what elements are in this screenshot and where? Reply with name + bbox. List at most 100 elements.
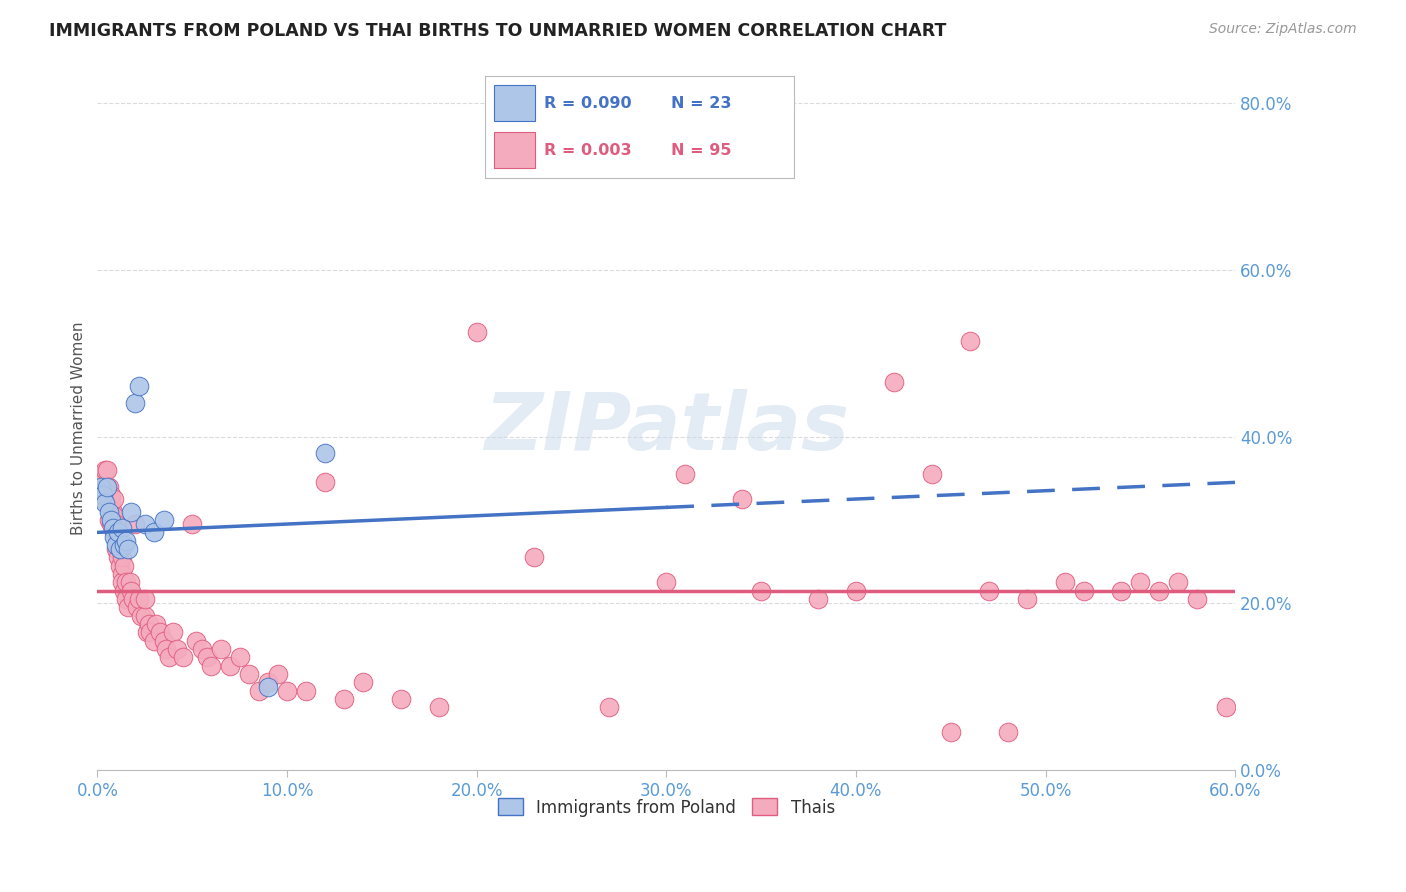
Point	[111, 550, 134, 565]
Point	[195, 650, 218, 665]
Point	[181, 517, 204, 532]
Text: N = 95: N = 95	[671, 143, 731, 158]
Point	[112, 558, 135, 573]
Point	[1187, 592, 1209, 607]
Point	[134, 517, 156, 532]
Point	[117, 542, 139, 557]
Point	[333, 692, 356, 706]
Point	[108, 542, 131, 557]
Point	[114, 592, 136, 607]
Point	[100, 517, 122, 532]
Text: R = 0.090: R = 0.090	[544, 95, 631, 111]
Point	[124, 396, 146, 410]
Point	[200, 658, 222, 673]
Point	[152, 633, 174, 648]
Point	[105, 525, 128, 540]
Point	[103, 525, 125, 540]
Point	[257, 675, 280, 690]
Point	[997, 725, 1019, 739]
Point	[184, 633, 207, 648]
Point	[97, 479, 120, 493]
Point	[90, 475, 112, 490]
Point	[1149, 583, 1171, 598]
Point	[103, 508, 125, 523]
Text: ZIPatlas: ZIPatlas	[484, 389, 849, 467]
Point	[465, 326, 488, 340]
Point	[96, 496, 118, 510]
Point	[128, 379, 150, 393]
Point	[101, 521, 124, 535]
Point	[276, 683, 298, 698]
Point	[121, 504, 143, 518]
Point	[97, 513, 120, 527]
Point	[91, 467, 114, 481]
Point	[977, 583, 1000, 598]
Point	[103, 491, 125, 506]
Point	[247, 683, 270, 698]
Point	[295, 683, 318, 698]
Point	[107, 538, 129, 552]
Point	[673, 467, 696, 481]
Point	[111, 521, 134, 535]
Y-axis label: Births to Unmarried Women: Births to Unmarried Women	[72, 321, 86, 535]
Point	[100, 513, 122, 527]
Point	[352, 675, 374, 690]
Point	[107, 550, 129, 565]
Point	[883, 376, 905, 390]
Point	[127, 600, 149, 615]
Point	[1129, 575, 1152, 590]
Point	[134, 592, 156, 607]
Point	[143, 633, 166, 648]
Bar	[495, 85, 534, 121]
Point	[655, 575, 678, 590]
Point	[114, 575, 136, 590]
Point	[129, 608, 152, 623]
Point	[1053, 575, 1076, 590]
Point	[162, 625, 184, 640]
Point	[807, 592, 830, 607]
Point	[107, 525, 129, 540]
Point	[314, 475, 336, 490]
Text: N = 23: N = 23	[671, 95, 731, 111]
Point	[257, 680, 280, 694]
Text: IMMIGRANTS FROM POLAND VS THAI BIRTHS TO UNMARRIED WOMEN CORRELATION CHART: IMMIGRANTS FROM POLAND VS THAI BIRTHS TO…	[49, 22, 946, 40]
Point	[389, 692, 412, 706]
Point	[112, 538, 135, 552]
Point	[101, 521, 124, 535]
Point	[105, 517, 128, 532]
Point	[111, 575, 134, 590]
Text: Source: ZipAtlas.com: Source: ZipAtlas.com	[1209, 22, 1357, 37]
Point	[101, 504, 124, 518]
Point	[1167, 575, 1189, 590]
Point	[108, 558, 131, 573]
Point	[108, 542, 131, 557]
Point	[209, 642, 232, 657]
Point	[94, 463, 117, 477]
Text: R = 0.003: R = 0.003	[544, 143, 631, 158]
Point	[118, 575, 141, 590]
Point	[94, 496, 117, 510]
Point	[96, 463, 118, 477]
Point	[111, 567, 134, 582]
Point	[238, 667, 260, 681]
Point	[845, 583, 868, 598]
Point	[427, 700, 450, 714]
Point	[921, 467, 943, 481]
Point	[1215, 700, 1237, 714]
Point	[155, 642, 177, 657]
Point	[90, 479, 112, 493]
Point	[219, 658, 242, 673]
Point	[959, 334, 981, 348]
Point	[112, 583, 135, 598]
Point	[1015, 592, 1038, 607]
Point	[97, 504, 120, 518]
Point	[143, 525, 166, 540]
Point	[94, 488, 117, 502]
Point	[731, 491, 754, 506]
Point	[157, 650, 180, 665]
Point	[134, 608, 156, 623]
Point	[145, 617, 167, 632]
Bar	[495, 132, 534, 168]
Point	[190, 642, 212, 657]
Point	[91, 488, 114, 502]
